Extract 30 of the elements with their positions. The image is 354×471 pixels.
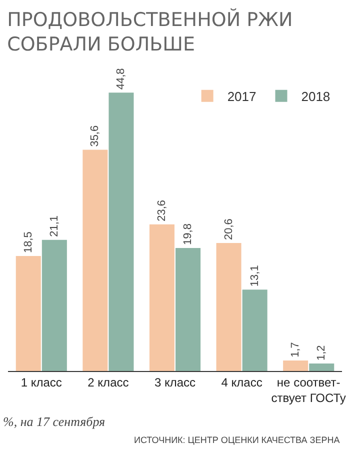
bar	[16, 256, 41, 371]
bar	[176, 248, 201, 371]
bar	[283, 360, 308, 371]
data-label: 13,1	[248, 265, 261, 287]
data-label: 18,5	[22, 232, 34, 254]
x-tick-label: 2 класс	[88, 375, 129, 390]
bar	[82, 150, 108, 371]
legend-label: 2018	[301, 88, 330, 104]
text: ИСТОЧНИК: ЦЕНТР ОЦЕНКИ КАЧЕСТВА ЗЕРНА	[134, 435, 340, 445]
data-label: 1,2	[316, 345, 328, 361]
x-tick-label: 1 класс	[20, 375, 62, 390]
data-label: 19,8	[182, 224, 194, 245]
bar	[42, 240, 67, 371]
data-label: 21,1	[48, 215, 60, 237]
data-label: 44,8	[115, 68, 128, 90]
x-tick-label: не соответ- ствует ГОСТу	[271, 375, 346, 405]
legend-label: 2017	[227, 88, 256, 104]
bar	[309, 364, 334, 371]
data-label: 35,6	[89, 125, 102, 147]
text: %, на 17 сентября	[3, 414, 106, 429]
bar	[108, 92, 134, 371]
data-label: 1,7	[290, 342, 302, 358]
bar	[216, 243, 242, 371]
data-label: 20,6	[222, 218, 235, 240]
x-tick-label: 3 класс	[154, 375, 196, 390]
bar	[242, 290, 268, 371]
bar	[149, 224, 174, 371]
chart-title: ПРОДОВОЛЬСТВЕННОЙ РЖИ СОБРАЛИ БОЛЬШЕ	[7, 8, 293, 56]
x-tick-label: 4 класс	[221, 375, 262, 390]
data-label: 23,6	[156, 200, 168, 222]
